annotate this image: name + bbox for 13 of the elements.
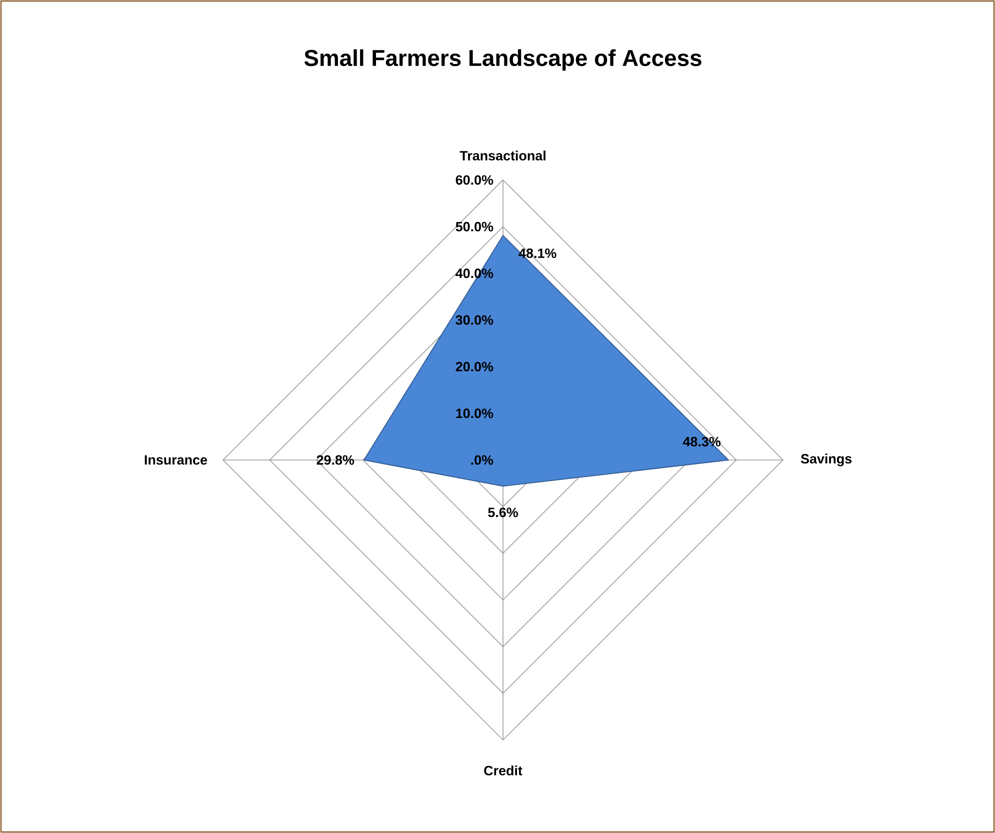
spoke-label: Savings [800, 454, 852, 466]
chart-title: Small Farmers Landscape of Access [304, 49, 702, 71]
y-tick-label: 50.0% [456, 222, 494, 232]
y-tick-label: 60.0% [456, 175, 494, 185]
y-tick-label: 20.0% [456, 362, 494, 372]
spoke-label: Insurance [144, 455, 208, 465]
y-tick-label: 30.0% [456, 315, 494, 325]
spoke-label: Credit [484, 766, 522, 776]
y-tick-label: .0% [471, 455, 494, 465]
data-label: 5.6% [488, 508, 518, 518]
data-label: 29.8% [316, 455, 354, 465]
y-tick-label: 10.0% [456, 408, 494, 418]
spoke-label: Transactional [460, 150, 546, 160]
